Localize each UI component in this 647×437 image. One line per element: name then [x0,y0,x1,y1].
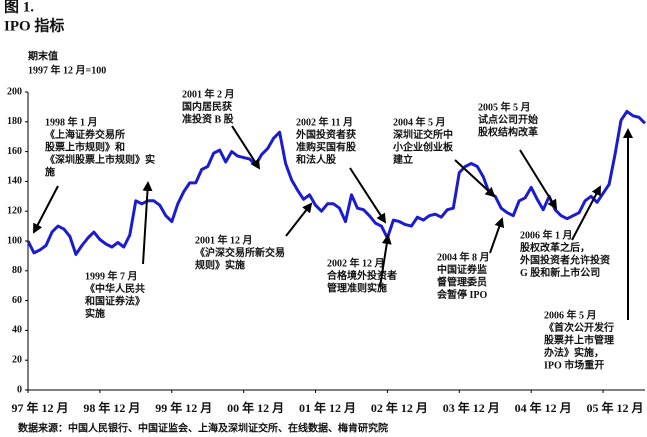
annotation-arrow [519,149,558,210]
y-tick-label: 100 [7,235,22,246]
y-tick-label: 160 [7,146,22,157]
annotation-text: 外国投资者允许投资 [519,253,610,266]
annotation-text: 试点公司开始 [478,113,538,126]
source-note: 数据来源：中国人民银行、中国证监会、上海及深圳证交所、在线数据、梅肯研究院 [18,421,388,434]
annotation-text: 2005 年 5 月 [478,100,531,113]
annotation-text: 《深圳股票上市规则》实 [45,153,155,166]
annotation-arrow [231,125,261,170]
figure-label: 图 1. [4,0,34,15]
y-axis-label: 1997 年 12 月=100 [28,63,106,76]
annotation-text: 《沪深交易所新交易 [195,246,285,259]
annotation-text: 2004 年 5 月 [393,115,446,128]
annotation-text: 《中华人民共 [85,282,145,295]
y-tick-label: 120 [7,205,22,216]
x-tick-label: 03 年 12 月 [443,400,500,415]
annotation-text: 管理准则实施 [327,281,387,294]
y-tick-label: 60 [12,295,22,306]
annotation-text: 2004 年 8 月 [437,250,490,263]
annotation-text: 规则》实施 [195,258,245,271]
annotation-text: 2006 年 1 月 [520,228,573,241]
x-tick-label: 05 年 12 月 [587,400,644,415]
x-tick-label: 99 年 12 月 [155,400,212,415]
y-tick-label: 80 [12,265,22,276]
y-tick-label: 200 [7,86,22,97]
annotation-text: 施 [45,165,55,178]
annotation-arrow [454,159,496,198]
y-tick-label: 140 [7,176,22,187]
annotation-text: 2002 年 11 月 [296,115,353,128]
annotation-text: 深圳证交所中 [393,128,453,141]
annotation-text: 办法》实施， [544,346,604,359]
annotation-text: 《首次公开发行 [544,321,614,334]
annotation-text: 股权改革之后， [520,241,590,254]
annotation-text: 《上海证券交易所 [45,128,125,141]
y-tick-label: 0 [17,384,22,395]
annotation-text: 2006 年 5 月 [544,308,597,321]
annotation-text: 2002 年 12 月 [327,256,385,269]
annotation-arrow [571,185,601,241]
y-tick-label: 40 [12,325,22,336]
y-axis-label: 期末值 [28,49,58,62]
annotation-text: 1999 年 7 月 [85,269,138,282]
y-tick-label: 180 [7,116,22,127]
annotation-text: 督管理委员 [437,275,487,288]
annotation-text: 外国投资者获 [295,128,356,141]
annotation-text: 股票上市规则》和 [45,140,125,153]
annotation-text: 和国证券法》 [84,294,145,307]
annotation-arrow [285,202,313,237]
annotation-text: 国内居民获 [182,100,232,113]
annotation-text: 合格境外投资者 [326,269,397,282]
annotation-text: IPO 市场重开 [544,358,604,371]
annotation-text: 1998 年 1 月 [45,115,98,128]
annotation-arrow [349,167,387,224]
y-tick-label: 20 [12,354,22,365]
x-tick-label: 04 年 12 月 [515,400,572,415]
annotation-arrow [33,185,59,234]
annotation-text: 建立 [392,153,413,166]
annotation-text: 会暂停 IPO [437,288,487,301]
chart-title: IPO 指标 [4,16,64,34]
x-tick-label: 00 年 12 月 [227,400,284,415]
annotation-text: 小企业创业板 [392,140,454,153]
annotation-arrow [489,217,505,254]
x-tick-label: 98 年 12 月 [83,400,140,415]
annotation-text: 股权结构改革 [478,125,538,138]
annotation-text: 股票并上市管理 [544,333,614,346]
data-line [26,109,647,256]
annotation-text: 2001 年 12 月 [195,233,253,246]
annotation-arrow [379,234,392,288]
annotation-text: G 股和新上市公司 [520,266,600,279]
x-tick-label: 02 年 12 月 [371,400,428,415]
x-tick-label: 97 年 12 月 [11,400,68,415]
annotation-arrow [142,181,153,265]
annotation-text: 和法人股 [295,153,337,166]
annotation-text: 2001 年 2 月 [182,87,235,100]
annotation-text: 准购买国有股 [296,140,357,153]
annotation-text: 实施 [85,307,105,320]
annotation-text: 准投资 B 股 [182,112,235,125]
annotation-text: 中国证券监 [437,263,487,276]
x-tick-label: 01 年 12 月 [299,400,356,415]
